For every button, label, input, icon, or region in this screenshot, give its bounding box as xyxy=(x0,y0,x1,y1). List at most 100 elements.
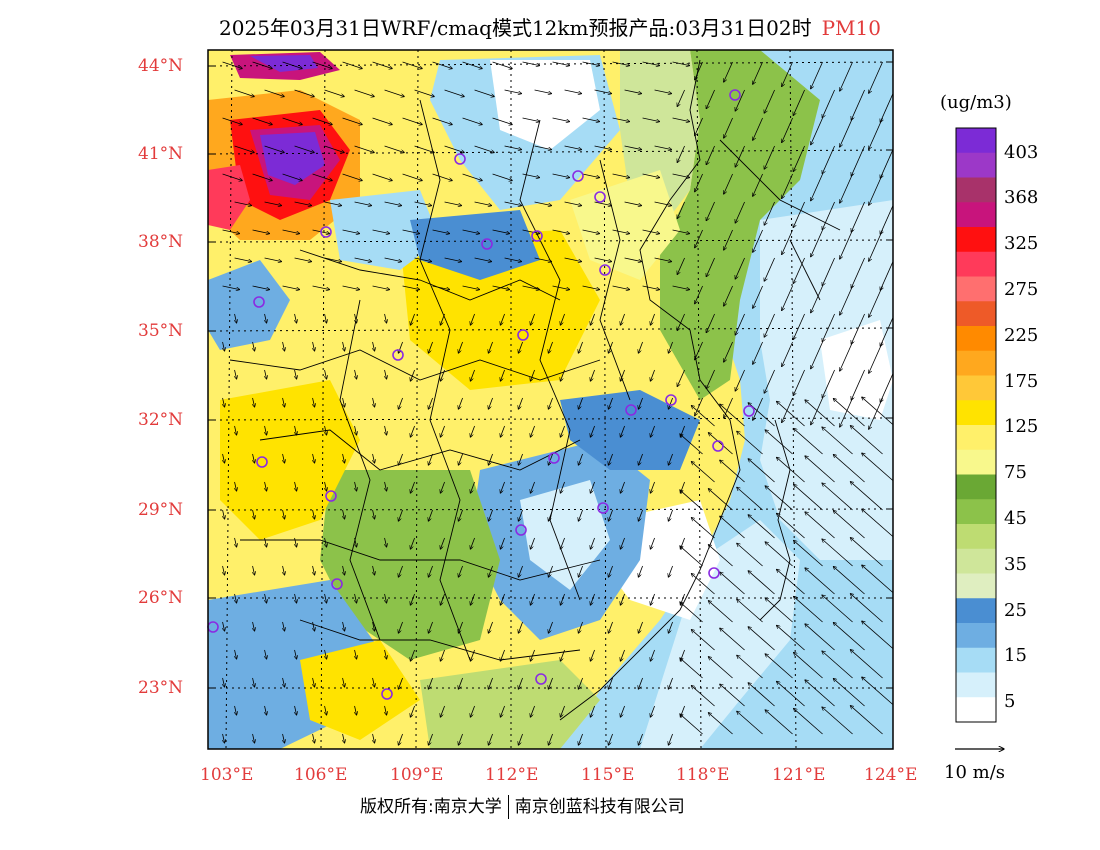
wind-arrow xyxy=(668,621,673,633)
wind-arrow xyxy=(522,229,540,234)
wind-arrow xyxy=(402,285,420,290)
wind-arrow xyxy=(608,509,613,521)
wind-arrow xyxy=(822,201,835,230)
lon-label: 103°E xyxy=(200,765,254,785)
wind-arrow xyxy=(620,425,625,437)
wind-arrow xyxy=(234,201,252,206)
wind-arrow xyxy=(548,677,553,689)
wind-arrow xyxy=(522,285,540,290)
wind-arrow xyxy=(695,173,703,192)
colorbar-swatch xyxy=(956,128,996,154)
wind-arrow xyxy=(811,61,823,89)
wind-arrow xyxy=(862,677,893,706)
wind-arrow xyxy=(680,434,703,455)
colorbar-label: 368 xyxy=(1004,187,1039,208)
wind-arrow xyxy=(654,89,672,94)
wind-arrow xyxy=(765,710,793,735)
wind-arrow xyxy=(862,397,893,426)
footer-separator xyxy=(507,795,509,819)
wind-arrow xyxy=(385,425,387,435)
wind-arrow xyxy=(414,257,432,262)
colorbar-unit: (ug/m3) xyxy=(940,92,1012,113)
wind-arrow xyxy=(355,705,357,715)
wind-arrow xyxy=(324,201,342,206)
wind-arrow xyxy=(805,568,835,595)
wind-arrow xyxy=(724,229,733,250)
wind-arrow xyxy=(385,593,387,603)
wind-arrow xyxy=(582,285,600,290)
wind-arrow xyxy=(264,89,285,97)
city-station-marker xyxy=(515,524,527,536)
wind-arrow xyxy=(708,713,733,735)
wind-arrow xyxy=(325,313,327,323)
wind-arrow xyxy=(313,341,315,351)
wind-arrow xyxy=(265,537,267,547)
wind-arrow xyxy=(677,369,685,387)
wind-arrow xyxy=(776,513,805,539)
wind-arrow xyxy=(748,627,775,651)
wind-arrow xyxy=(223,733,225,743)
wind-arrow xyxy=(650,705,655,717)
wind-arrow xyxy=(414,145,435,153)
city-station-marker xyxy=(331,578,343,590)
wind-arrow xyxy=(440,313,445,325)
wind-arrow xyxy=(518,341,523,353)
wind-arrow xyxy=(343,733,345,743)
wind-arrow xyxy=(458,733,463,745)
wind-arrow xyxy=(385,313,387,323)
wind-arrow xyxy=(833,678,865,707)
wind-arrow xyxy=(564,145,582,150)
wind-arrow xyxy=(706,89,715,109)
colorbar-swatch xyxy=(956,301,996,327)
wind-arrow xyxy=(748,459,775,483)
wind-arrow xyxy=(677,89,685,107)
wind-arrow xyxy=(590,537,595,549)
wind-arrow xyxy=(428,509,433,521)
wind-arrow xyxy=(691,630,715,651)
wind-arrow xyxy=(822,427,853,455)
colorbar-label: 75 xyxy=(1004,462,1027,483)
colorbar-swatch xyxy=(956,548,996,574)
wind-arrow xyxy=(668,733,673,745)
wind-arrow xyxy=(560,481,565,493)
wind-arrow xyxy=(753,173,763,196)
concentration-field xyxy=(208,50,893,749)
colorbar-swatch xyxy=(956,623,996,649)
colorbar-label: 325 xyxy=(1004,233,1039,254)
wind-arrow xyxy=(620,481,625,493)
wind-arrow xyxy=(765,654,793,679)
wind-arrow xyxy=(440,705,445,717)
city-station-marker xyxy=(597,502,609,514)
wind-arrow xyxy=(552,285,570,290)
wind-arrow xyxy=(530,537,535,549)
wind-arrow xyxy=(680,714,703,735)
wind-arrow xyxy=(373,677,375,687)
wind-arrow xyxy=(488,453,493,465)
wind-arrow xyxy=(235,705,237,715)
wind-arrow xyxy=(264,201,282,206)
wind-arrow xyxy=(642,117,660,122)
wind-arrow xyxy=(708,433,733,455)
wind-arrow xyxy=(504,201,522,206)
wind-arrow xyxy=(708,489,733,511)
wind-arrow xyxy=(720,628,745,651)
colorbar-swatch xyxy=(956,573,996,599)
wind-arrow xyxy=(822,651,853,679)
wind-arrow xyxy=(398,677,403,689)
wind-arrow xyxy=(253,397,255,407)
wind-arrow xyxy=(677,313,685,331)
wind-arrow xyxy=(235,649,237,659)
wind-arrow xyxy=(488,677,493,689)
wind-arrow xyxy=(668,677,673,689)
wind-arrow xyxy=(840,117,853,147)
wind-arrow xyxy=(518,677,523,689)
wind-arrow xyxy=(691,574,715,595)
city-station-marker xyxy=(548,452,560,464)
wind-arrow xyxy=(650,593,655,605)
city-station-marker xyxy=(517,329,529,341)
wind-arrow xyxy=(590,313,595,325)
wind-arrow xyxy=(354,145,375,153)
colorbar-swatch xyxy=(956,474,996,500)
wind-arrow xyxy=(735,145,745,167)
